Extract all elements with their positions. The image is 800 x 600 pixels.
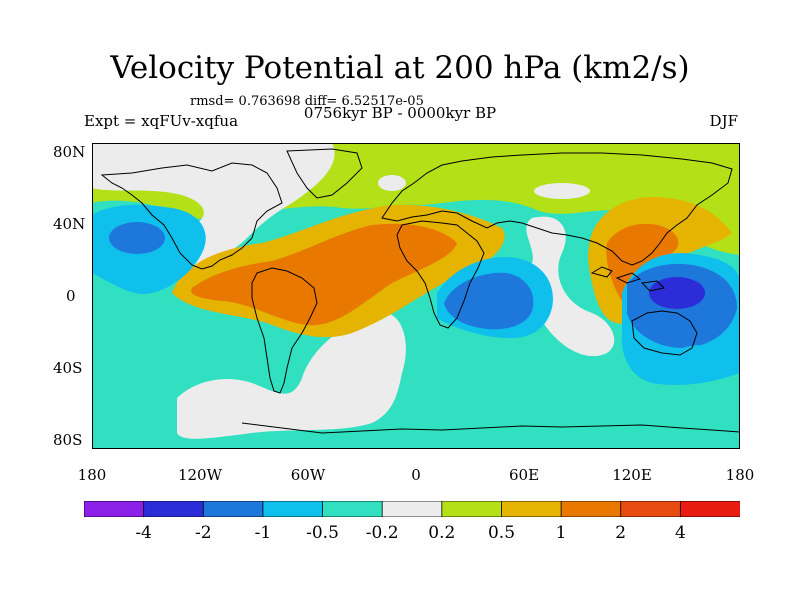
colorbar-swatch: [202, 501, 264, 517]
negative-core-west-pacific: [649, 277, 705, 309]
colorbar-label: -0.2: [365, 523, 399, 543]
colorbar-label: -1: [254, 523, 272, 543]
coastline-north-america: [100, 162, 283, 270]
x-tick-label: 60E: [508, 466, 540, 484]
x-tick-label: 120W: [177, 466, 223, 484]
y-tick-label: 40N: [53, 215, 86, 233]
colorbar-swatch: [560, 501, 622, 517]
stats-line: rmsd= 0.763698 diff= 6.52517e-05: [190, 94, 424, 109]
colorbar-label: 2: [615, 523, 627, 543]
colorbar-label: 1: [555, 523, 567, 543]
neutral-region-south: [177, 312, 406, 439]
positive-core-americas-africa: [191, 223, 457, 326]
positive-core-asia: [606, 223, 679, 304]
coastline-greenland: [286, 148, 363, 199]
colorbar-label: -0.5: [306, 523, 339, 543]
colorbar-swatch: [620, 501, 682, 517]
negative-region-southeast-pacific: [667, 345, 737, 381]
map-title: Velocity Potential at 200 hPa (km2/s): [110, 50, 690, 86]
y-tick-label: 0: [66, 287, 76, 305]
x-tick-label: 180: [725, 466, 755, 484]
coastline-antarctica: [241, 422, 740, 434]
colorbar-label: -4: [135, 523, 152, 543]
season-label: DJF: [709, 112, 738, 130]
colorbar-swatch: [679, 501, 740, 517]
colorbar-swatch: [84, 501, 145, 517]
x-tick-label: 180: [77, 466, 107, 484]
negative-core-pacific-west: [109, 222, 165, 254]
x-tick-label: 60W: [290, 466, 326, 484]
coastline-south-america: [251, 267, 318, 394]
colorbar-swatch: [322, 501, 384, 517]
negative-core-indian-ocean: [444, 272, 534, 330]
velocity-potential-map: [92, 143, 740, 449]
coastline-africa: [396, 220, 485, 329]
x-tick-label: 120E: [612, 466, 652, 484]
colorbar-swatch: [262, 501, 324, 517]
colorbar-swatch: [441, 501, 503, 517]
map-border: [92, 143, 740, 449]
coastline-eurasia: [381, 152, 733, 266]
neutral-patch-arctic: [378, 175, 406, 191]
colorbar-label: -2: [195, 523, 212, 543]
period-label: 0756kyr BP - 0000kyr BP: [303, 104, 497, 122]
y-tick-label: 40S: [53, 359, 83, 377]
neutral-patch-east: [534, 183, 590, 199]
neutral-region-north: [92, 143, 335, 288]
colorbar-label: 0.2: [428, 523, 456, 543]
y-tick-label: 80N: [53, 143, 86, 161]
coastline-maritime-continent: [590, 266, 666, 292]
colorbar-swatch: [143, 501, 205, 517]
colorbar-label: 4: [674, 523, 686, 543]
x-tick-label: 0: [411, 466, 421, 484]
y-tick-label: 80S: [53, 431, 83, 449]
colorbar-swatch: [381, 501, 443, 517]
coastlines: [100, 148, 740, 434]
neutral-ribbon: [526, 216, 615, 357]
coastline-australia: [631, 310, 698, 356]
experiment-label: Expt = xqFUv-xqfua: [84, 112, 239, 130]
colorbar-swatch: [501, 501, 562, 517]
colorbar: [84, 501, 740, 517]
colorbar-label: 0.5: [487, 523, 516, 543]
